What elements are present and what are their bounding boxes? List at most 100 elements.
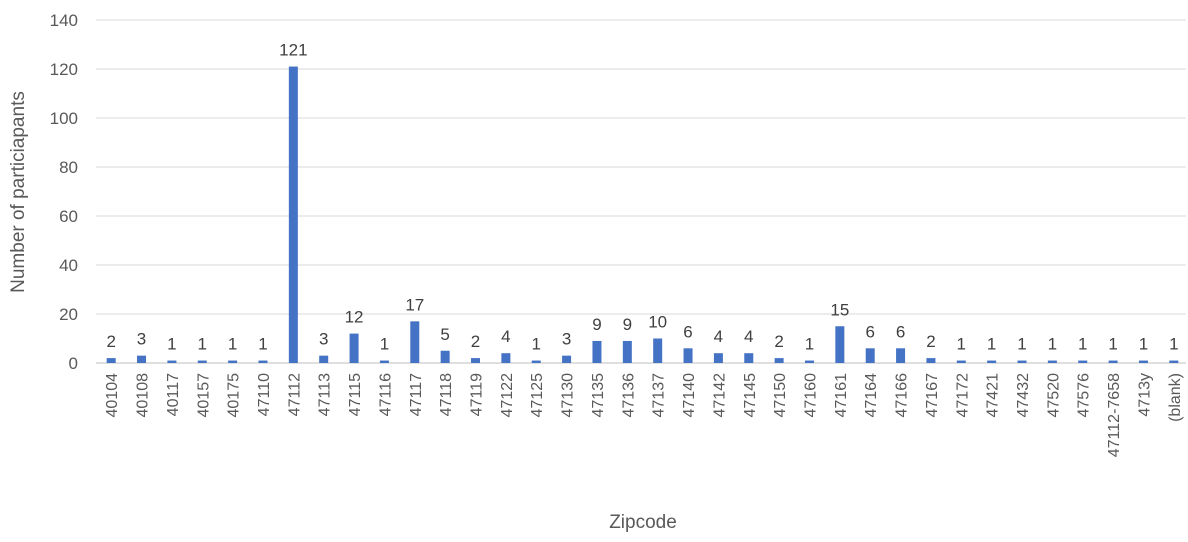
x-tick-label: 47421 bbox=[985, 373, 1002, 418]
x-tick-label: 47145 bbox=[742, 373, 759, 418]
x-tick-label: 47125 bbox=[529, 373, 546, 418]
bar bbox=[228, 360, 238, 363]
bar bbox=[987, 360, 997, 363]
bar bbox=[349, 333, 359, 363]
bar bbox=[835, 326, 845, 363]
data-label: 4 bbox=[714, 327, 723, 346]
bar bbox=[1108, 360, 1118, 363]
x-tick-label: 47122 bbox=[499, 373, 516, 418]
x-tick-label: 47137 bbox=[651, 373, 668, 418]
bar bbox=[531, 360, 541, 363]
x-tick-label: 40104 bbox=[104, 373, 121, 418]
data-label: 3 bbox=[562, 330, 571, 349]
x-tick-label: 47130 bbox=[560, 373, 577, 418]
x-tick-label: 47112-7658 bbox=[1106, 373, 1123, 457]
x-tick-label: 47112 bbox=[286, 373, 303, 416]
x-tick-label: 47110 bbox=[256, 373, 273, 416]
data-label: 6 bbox=[683, 322, 692, 341]
data-label: 1 bbox=[380, 335, 389, 354]
data-label: 2 bbox=[106, 332, 115, 351]
x-tick-label: 4713y bbox=[1136, 373, 1153, 417]
data-label: 10 bbox=[648, 313, 667, 332]
bar bbox=[137, 355, 147, 363]
data-label: 2 bbox=[471, 332, 480, 351]
data-label: 15 bbox=[830, 300, 849, 319]
y-tick-label: 20 bbox=[59, 305, 78, 324]
data-label: 9 bbox=[623, 315, 632, 334]
data-label: 1 bbox=[228, 335, 237, 354]
bar bbox=[1047, 360, 1057, 363]
y-tick-label: 120 bbox=[50, 60, 78, 79]
data-label: 9 bbox=[592, 315, 601, 334]
bar bbox=[713, 353, 723, 363]
data-label: 1 bbox=[1169, 335, 1178, 354]
x-tick-label: (blank) bbox=[1167, 373, 1184, 422]
data-label: 1 bbox=[1017, 335, 1026, 354]
bar bbox=[804, 360, 814, 363]
y-axis-title: Number of particiapants bbox=[8, 91, 29, 293]
data-label: 6 bbox=[865, 322, 874, 341]
data-label: 3 bbox=[137, 330, 146, 349]
bar bbox=[501, 353, 511, 363]
data-label: 1 bbox=[532, 335, 541, 354]
bar bbox=[622, 340, 632, 363]
data-label: 1 bbox=[987, 335, 996, 354]
y-tick-label: 40 bbox=[59, 256, 78, 275]
data-label: 4 bbox=[501, 327, 510, 346]
bar bbox=[258, 360, 268, 363]
x-tick-label: 47167 bbox=[924, 373, 941, 418]
x-tick-label: 47118 bbox=[438, 373, 455, 416]
bar bbox=[865, 348, 875, 363]
x-tick-label: 47135 bbox=[590, 373, 607, 418]
x-tick-label: 47115 bbox=[347, 373, 364, 416]
x-tick-label: 47140 bbox=[681, 373, 698, 418]
data-label: 4 bbox=[744, 327, 753, 346]
data-label: 1 bbox=[957, 335, 966, 354]
x-tick-label: 47136 bbox=[620, 373, 637, 418]
bar bbox=[106, 358, 116, 363]
x-tick-label: 47161 bbox=[833, 373, 850, 418]
x-tick-label: 40157 bbox=[195, 373, 212, 418]
x-axis-ticks: 40104 40108 40117 40157 40175 47110 47112 47113… bbox=[104, 373, 1184, 457]
x-tick-label: 47150 bbox=[772, 373, 789, 418]
data-label: 1 bbox=[1078, 335, 1087, 354]
bar bbox=[744, 353, 754, 363]
bar bbox=[1138, 360, 1148, 363]
x-tick-label: 47166 bbox=[894, 373, 911, 418]
data-label: 1 bbox=[1108, 335, 1117, 354]
data-label: 12 bbox=[345, 308, 364, 327]
data-label: 2 bbox=[926, 332, 935, 351]
data-label: 1 bbox=[198, 335, 207, 354]
x-axis-title: Zipcode bbox=[609, 512, 677, 533]
data-label: 1 bbox=[1139, 335, 1148, 354]
data-label: 1 bbox=[258, 335, 267, 354]
x-tick-label: 40175 bbox=[226, 373, 243, 418]
bar bbox=[683, 348, 693, 363]
gridlines bbox=[96, 19, 1186, 364]
x-tick-label: 47116 bbox=[377, 373, 394, 416]
bar bbox=[896, 348, 906, 363]
bar bbox=[1078, 360, 1088, 363]
x-tick-label: 47160 bbox=[802, 373, 819, 418]
bar bbox=[379, 360, 389, 363]
data-label: 1 bbox=[1048, 335, 1057, 354]
y-tick-label: 0 bbox=[69, 354, 78, 373]
bar bbox=[319, 355, 329, 363]
bar bbox=[167, 360, 177, 363]
bar bbox=[1017, 360, 1027, 363]
y-tick-label: 60 bbox=[59, 207, 78, 226]
x-tick-label: 47172 bbox=[954, 373, 971, 418]
bar bbox=[197, 360, 207, 363]
x-tick-label: 40108 bbox=[135, 373, 152, 418]
bar bbox=[562, 355, 572, 363]
data-label: 6 bbox=[896, 322, 905, 341]
bar bbox=[1169, 360, 1179, 363]
data-label: 1 bbox=[167, 335, 176, 354]
bar bbox=[653, 338, 663, 363]
bar bbox=[592, 340, 602, 363]
data-label: 2 bbox=[774, 332, 783, 351]
bar bbox=[440, 350, 450, 363]
